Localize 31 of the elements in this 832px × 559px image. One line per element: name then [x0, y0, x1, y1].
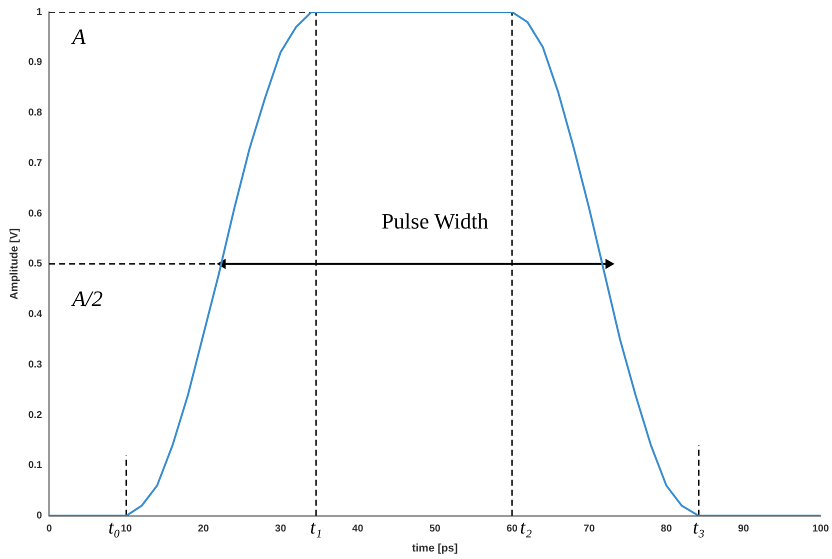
x-tick-label: 50 [429, 524, 441, 535]
x-axis-title: time [ps] [412, 542, 458, 554]
y-tick-label: 1 [36, 6, 43, 18]
y-tick-label: 0.5 [28, 258, 43, 270]
x-tick-label: 100 [812, 524, 830, 535]
y-tick-label: 0.4 [28, 309, 43, 320]
x-tick-label: 60 [506, 524, 518, 535]
y-tick-label: 0.2 [28, 410, 43, 421]
annotation: t₀ [108, 517, 120, 538]
annotation: A [70, 24, 86, 49]
annotation: Pulse Width [381, 208, 488, 234]
y-tick-label: 0.1 [28, 460, 43, 472]
y-tick-label: 0.8 [28, 108, 43, 119]
x-tick-label: 0 [46, 524, 52, 535]
x-tick-label: 10 [120, 524, 132, 535]
x-tick-label: 70 [584, 524, 596, 535]
x-tick-label: 40 [352, 524, 364, 535]
y-tick-label: 0.3 [28, 359, 43, 370]
x-tick-label: 90 [738, 524, 750, 535]
x-tick-label: 20 [198, 524, 210, 535]
annotation: t₂ [520, 517, 532, 538]
annotation: A/2 [70, 286, 103, 311]
y-tick-label: 0.6 [28, 208, 43, 220]
y-tick-label: 0.7 [28, 158, 43, 169]
x-tick-label: 30 [275, 524, 287, 535]
x-tick-label: 80 [660, 524, 672, 535]
annotation: t₁ [310, 517, 322, 538]
y-tick-label: 0.9 [28, 57, 43, 68]
y-axis-title: Amplitude [V] [8, 228, 21, 300]
y-tick-label: 0 [36, 510, 43, 522]
annotation: t₃ [692, 517, 705, 538]
